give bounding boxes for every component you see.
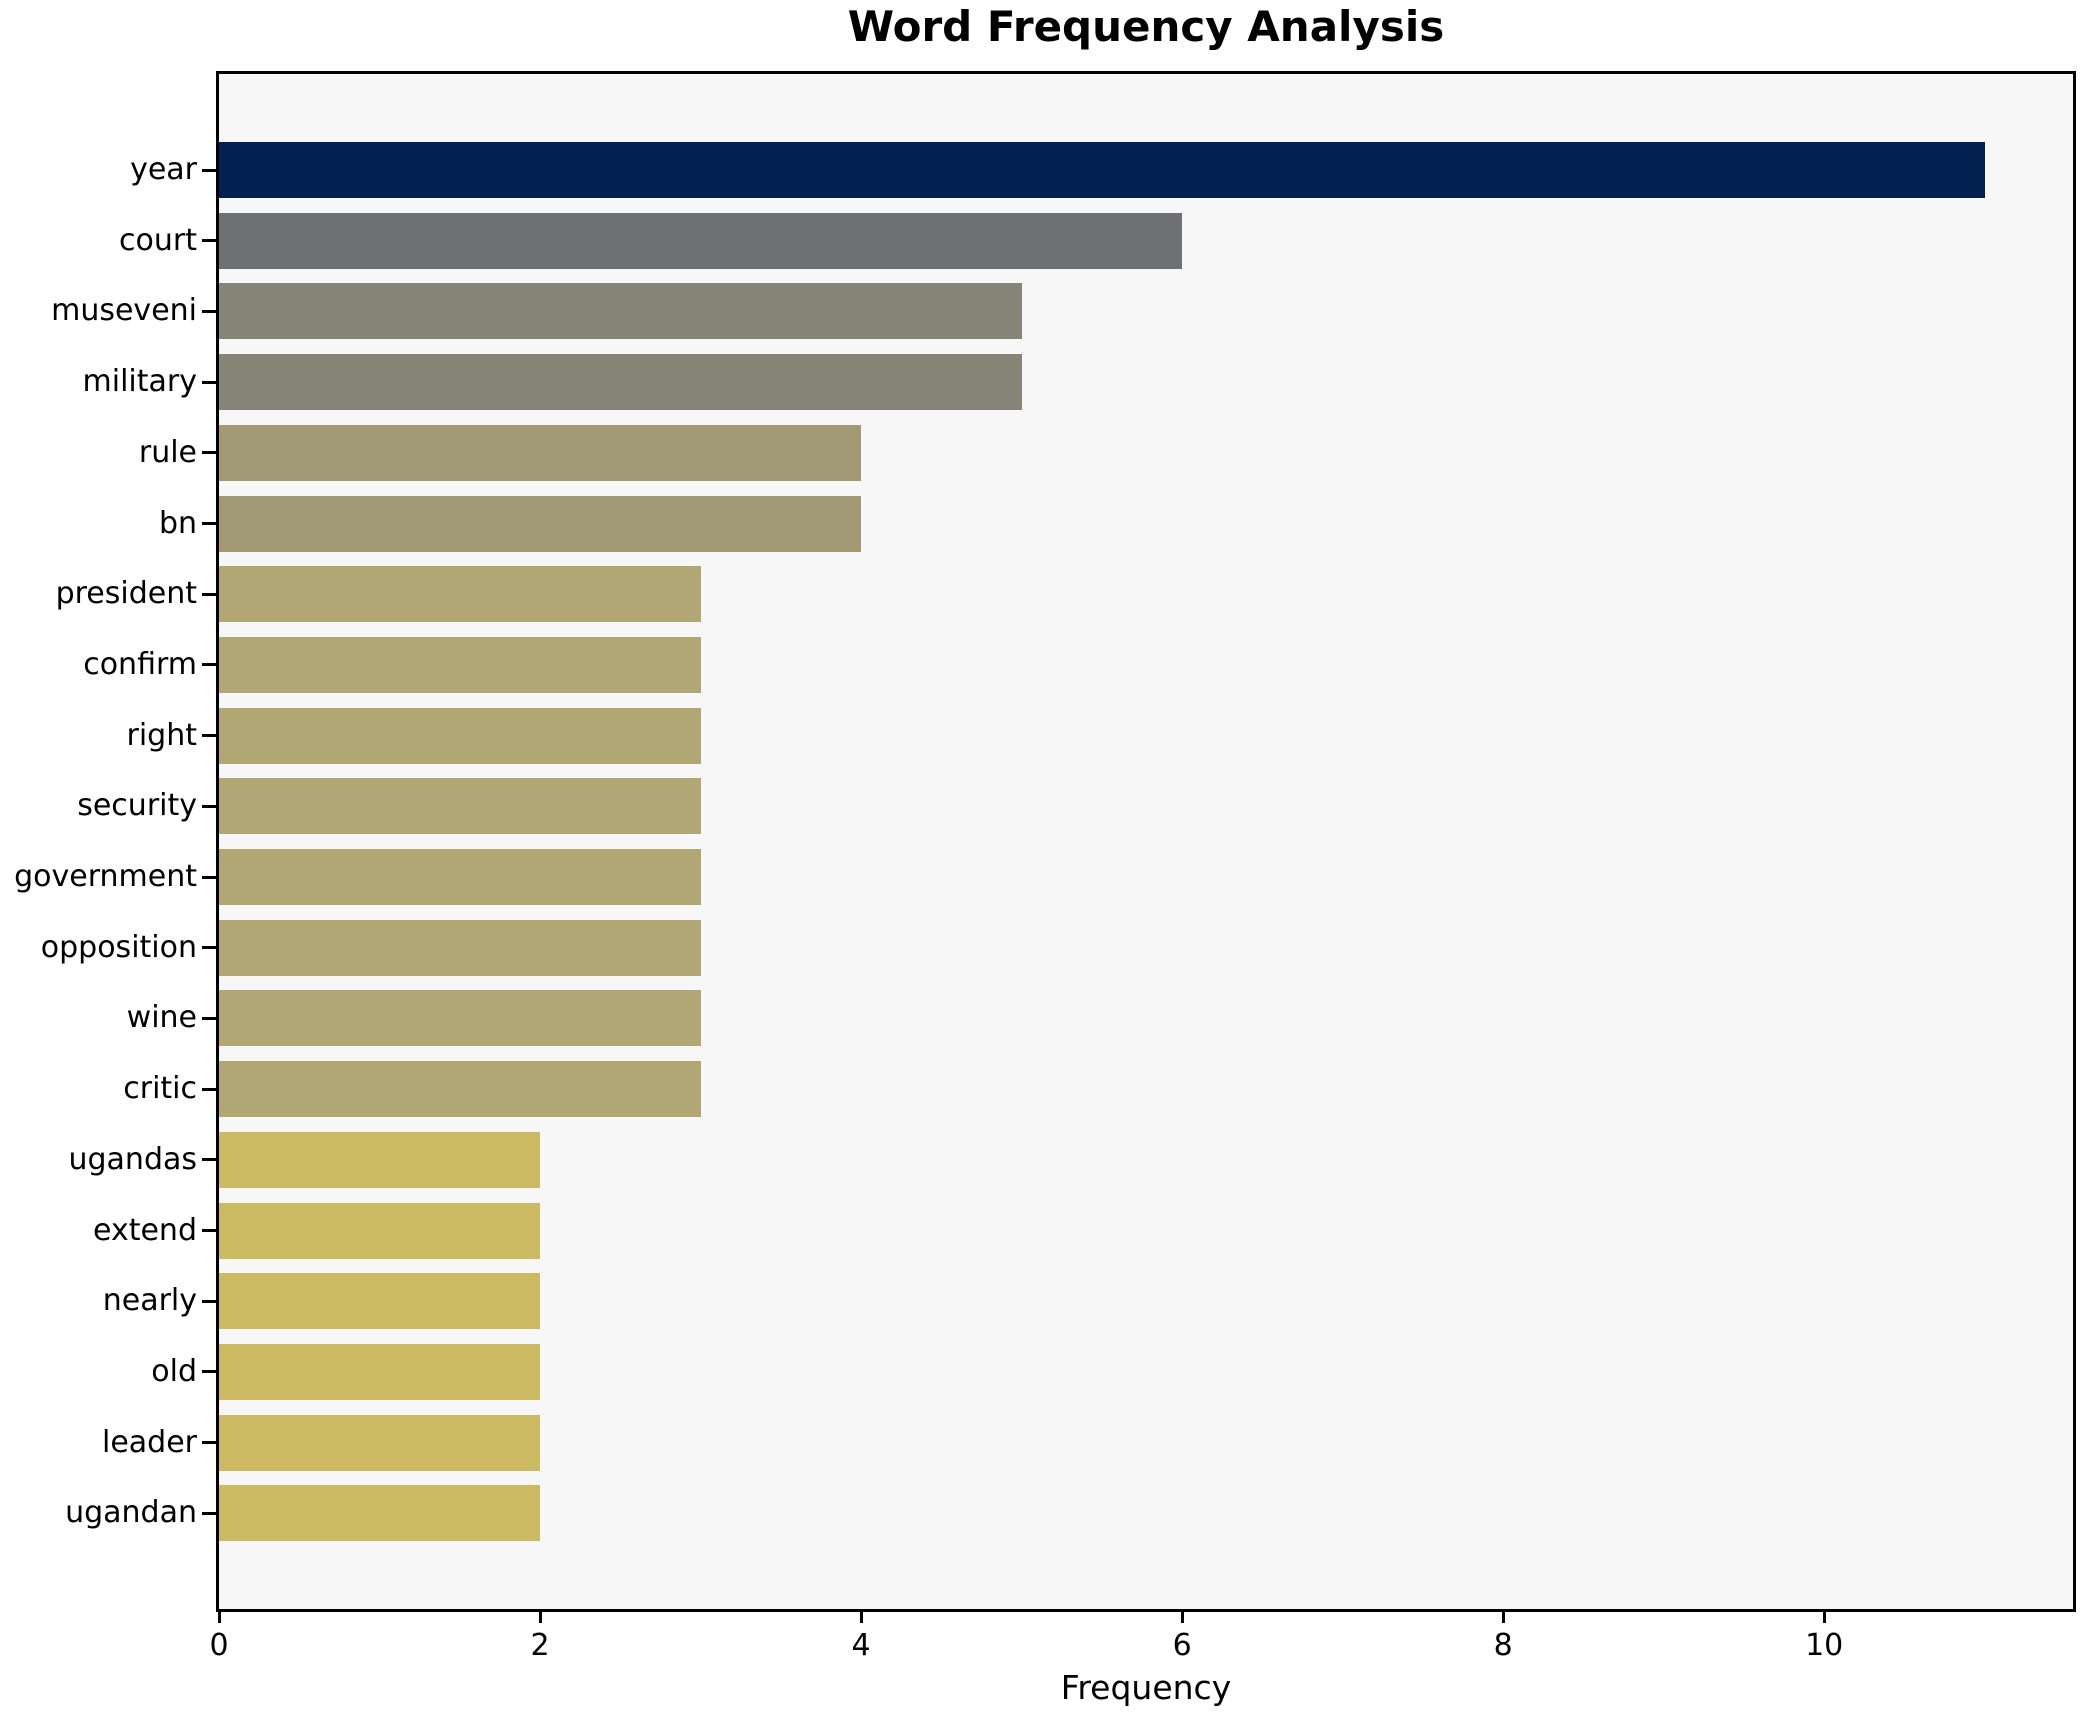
y-tick-label-wine: wine — [126, 1000, 197, 1036]
y-tick-label-museveni: museveni — [51, 293, 197, 329]
y-tick-mark — [202, 451, 216, 455]
chart-title: Word Frequency Analysis — [847, 2, 1445, 51]
bar-extend — [219, 1202, 541, 1259]
bar-nearly — [219, 1273, 541, 1330]
bar-security — [219, 778, 701, 835]
y-tick-mark — [202, 1016, 216, 1020]
bar-government — [219, 849, 701, 905]
y-tick-label-old: old — [151, 1353, 197, 1389]
bar-leader — [219, 1414, 541, 1471]
bar-critic — [219, 1061, 701, 1118]
bar-year — [219, 142, 1985, 198]
y-tick-label-extend: extend — [93, 1212, 197, 1248]
bar-opposition — [219, 919, 701, 976]
x-tick-label-6: 6 — [1172, 1628, 1192, 1663]
y-tick-mark — [202, 804, 216, 808]
y-tick-mark — [202, 1441, 216, 1445]
bar-ugandas — [219, 1131, 541, 1188]
y-tick-mark — [202, 946, 216, 950]
x-tick-label-2: 2 — [530, 1628, 550, 1663]
y-tick-label-security: security — [77, 788, 197, 824]
y-tick-label-ugandan: ugandan — [65, 1495, 197, 1531]
x-tick-mark — [1180, 1612, 1184, 1623]
bar-president — [219, 566, 701, 623]
x-tick-mark — [1822, 1612, 1826, 1623]
y-tick-label-confirm: confirm — [83, 646, 197, 682]
bar-old — [219, 1343, 541, 1400]
y-tick-label-critic: critic — [123, 1071, 197, 1107]
y-tick-mark — [202, 1370, 216, 1374]
y-tick-label-bn: bn — [158, 505, 197, 541]
y-tick-mark — [202, 875, 216, 879]
y-tick-mark — [202, 1087, 216, 1091]
y-tick-label-year: year — [130, 152, 197, 187]
x-tick-mark — [1501, 1612, 1505, 1623]
y-tick-label-president: president — [55, 576, 197, 612]
y-tick-label-ugandas: ugandas — [68, 1141, 197, 1177]
y-tick-label-opposition: opposition — [40, 929, 197, 965]
plot-area — [216, 71, 2076, 1612]
bar-ugandan — [219, 1485, 541, 1542]
x-tick-mark — [859, 1612, 863, 1623]
y-tick-mark — [202, 309, 216, 313]
bar-rule — [219, 424, 862, 481]
x-tick-label-8: 8 — [1493, 1628, 1513, 1663]
bar-court — [219, 212, 1183, 269]
y-tick-mark — [202, 168, 216, 172]
bar-confirm — [219, 636, 701, 693]
bar-bn — [219, 495, 862, 552]
y-tick-mark — [202, 380, 216, 384]
bar-military — [219, 354, 1022, 411]
y-tick-mark — [202, 1229, 216, 1232]
y-tick-label-right: right — [126, 717, 198, 753]
y-tick-mark — [202, 239, 216, 243]
y-tick-mark — [202, 734, 216, 738]
y-tick-mark — [202, 592, 216, 596]
y-tick-label-leader: leader — [101, 1424, 197, 1460]
x-tick-label-4: 4 — [851, 1628, 871, 1663]
y-tick-label-military: military — [82, 364, 197, 400]
y-tick-mark — [202, 1511, 216, 1515]
x-tick-label-10: 10 — [1805, 1628, 1844, 1663]
x-tick-mark — [538, 1612, 542, 1623]
x-tick-mark — [217, 1612, 221, 1623]
bar-wine — [219, 990, 701, 1047]
y-tick-label-rule: rule — [138, 434, 197, 470]
x-axis-label: Frequency — [1060, 1668, 1232, 1707]
bar-museveni — [219, 283, 1022, 340]
y-tick-mark — [202, 1158, 216, 1162]
y-tick-mark — [202, 663, 216, 667]
y-tick-mark — [202, 522, 216, 525]
bar-right — [219, 707, 701, 764]
y-tick-label-nearly: nearly — [102, 1283, 197, 1319]
y-tick-label-government: government — [14, 859, 197, 894]
x-tick-label-0: 0 — [209, 1628, 229, 1663]
y-tick-label-court: court — [119, 222, 197, 258]
y-tick-mark — [202, 1299, 216, 1303]
